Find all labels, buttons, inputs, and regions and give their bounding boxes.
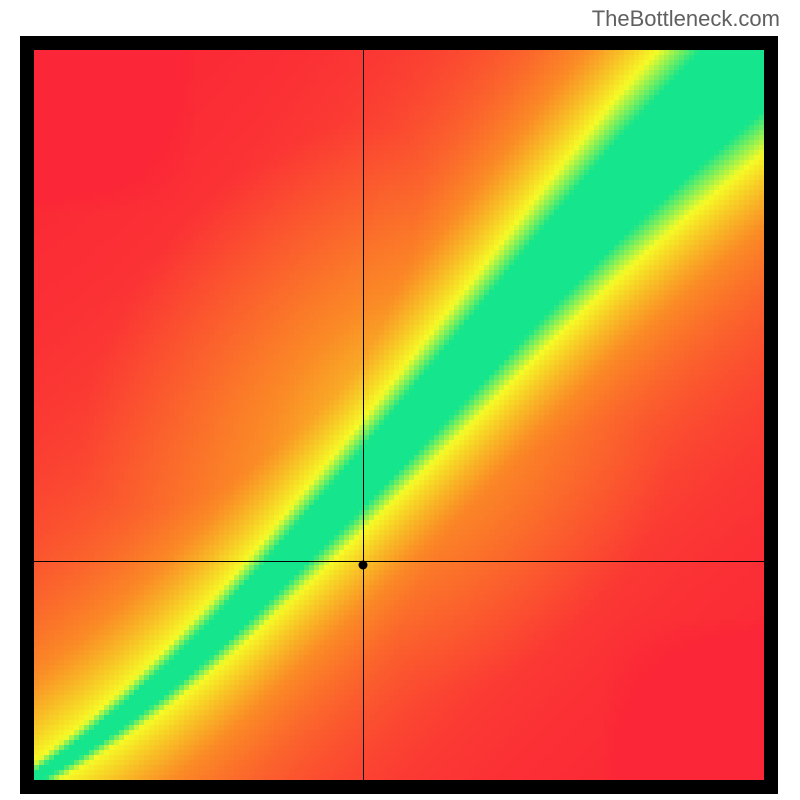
figure-container: TheBottleneck.com: [0, 0, 800, 800]
crosshair-horizontal: [34, 561, 764, 562]
attribution-text: TheBottleneck.com: [592, 6, 780, 32]
plot-frame: [20, 36, 778, 794]
data-point-marker: [358, 560, 367, 569]
heatmap-canvas: [34, 50, 764, 780]
plot-inner: [34, 50, 764, 780]
crosshair-vertical: [363, 50, 364, 780]
